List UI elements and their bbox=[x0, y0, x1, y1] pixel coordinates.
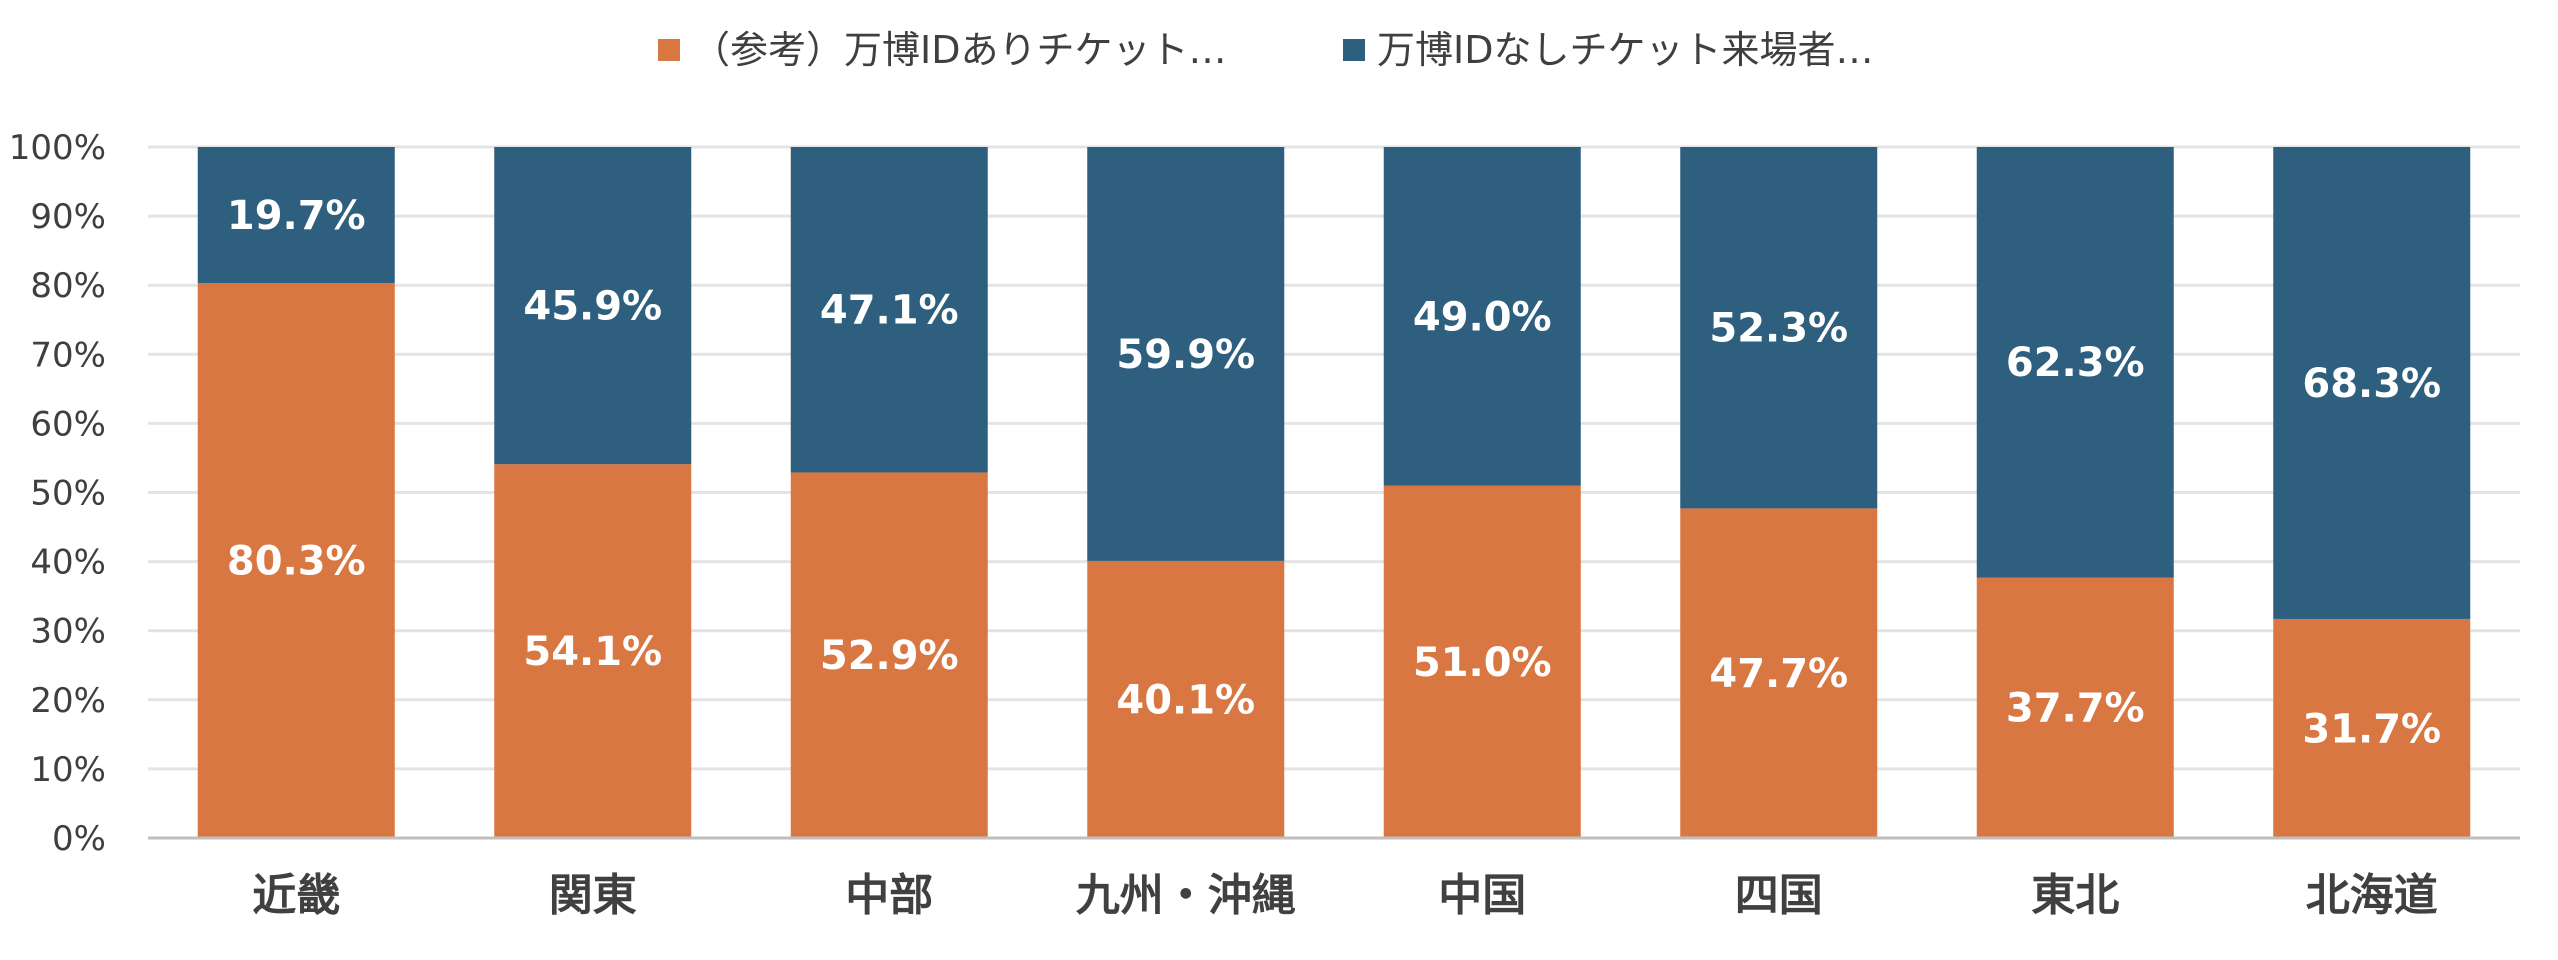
bar-segment-without-id bbox=[1680, 147, 1878, 509]
y-tick-label: 50% bbox=[30, 474, 106, 514]
data-label: 52.3% bbox=[1709, 306, 1848, 352]
data-label: 52.9% bbox=[820, 633, 959, 679]
bar-segment-with-id bbox=[1383, 485, 1581, 838]
bar-segment-with-id bbox=[494, 464, 692, 838]
data-label: 68.3% bbox=[2302, 361, 2441, 407]
legend-label: 万博IDなしチケット来場者… bbox=[1377, 28, 1873, 72]
data-label: 54.1% bbox=[523, 629, 662, 675]
bar-segment-with-id bbox=[1976, 577, 2174, 838]
bar-segment-with-id bbox=[1680, 508, 1878, 838]
data-label: 47.1% bbox=[820, 288, 959, 334]
data-label: 19.7% bbox=[227, 193, 366, 239]
bar-segment-without-id bbox=[494, 147, 692, 465]
y-tick-label: 30% bbox=[30, 612, 106, 652]
x-category-label: 東北 bbox=[2031, 870, 2119, 921]
legend-swatch-with-id bbox=[658, 39, 680, 61]
x-category-label: 中部 bbox=[845, 870, 933, 921]
y-tick-label: 40% bbox=[30, 543, 106, 583]
y-tick-label: 70% bbox=[30, 335, 106, 375]
data-label: 62.3% bbox=[2006, 340, 2145, 386]
data-label: 51.0% bbox=[1413, 640, 1552, 686]
data-label: 45.9% bbox=[523, 284, 662, 330]
data-label: 31.7% bbox=[2302, 706, 2441, 752]
y-tick-label: 80% bbox=[30, 266, 106, 306]
data-label: 59.9% bbox=[1116, 332, 1255, 378]
y-tick-label: 0% bbox=[52, 819, 106, 859]
data-label: 40.1% bbox=[1116, 677, 1255, 723]
x-category-label: 中国 bbox=[1438, 870, 1526, 921]
y-tick-label: 100% bbox=[9, 128, 106, 168]
bar-segment-without-id bbox=[790, 147, 988, 473]
y-tick-label: 90% bbox=[30, 197, 106, 237]
legend-swatch-without-id bbox=[1343, 39, 1365, 61]
bar-segment-without-id bbox=[2273, 147, 2471, 619]
data-label: 49.0% bbox=[1413, 294, 1552, 340]
legend-label: （参考）万博IDありチケット… bbox=[692, 28, 1226, 72]
x-category-label: 九州・沖縄 bbox=[1076, 870, 1296, 921]
x-category-label: 北海道 bbox=[2306, 870, 2438, 921]
bar-segment-without-id bbox=[1976, 147, 2174, 578]
y-tick-label: 20% bbox=[30, 681, 106, 721]
data-label: 80.3% bbox=[227, 539, 366, 585]
bar-segment-with-id bbox=[790, 472, 988, 838]
bar-segment-with-id bbox=[197, 283, 395, 838]
y-tick-label: 60% bbox=[30, 404, 106, 444]
x-category-label: 四国 bbox=[1735, 870, 1823, 921]
bar-segment-with-id bbox=[2273, 618, 2471, 838]
x-category-label: 関東 bbox=[549, 870, 637, 921]
data-label: 47.7% bbox=[1709, 651, 1848, 697]
data-label: 37.7% bbox=[2006, 686, 2145, 732]
bar-segment-with-id bbox=[1087, 560, 1285, 838]
bar-segment-without-id bbox=[1087, 147, 1285, 561]
bar-segment-without-id bbox=[197, 147, 395, 284]
bar-segment-without-id bbox=[1383, 147, 1581, 486]
y-tick-label: 10% bbox=[30, 750, 106, 790]
x-category-label: 近畿 bbox=[252, 870, 340, 921]
